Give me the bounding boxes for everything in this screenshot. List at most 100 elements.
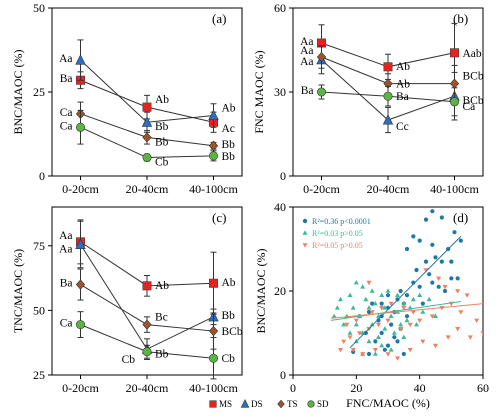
legend-label: TS — [287, 399, 298, 409]
scatter-point — [436, 276, 442, 281]
scatter-point — [423, 268, 429, 273]
scatter-point — [449, 259, 454, 264]
scatter-point — [347, 335, 353, 340]
scatter-point — [445, 335, 451, 340]
significance-label: Bb — [155, 136, 169, 148]
legend-label: SD — [317, 399, 329, 409]
scatter-point — [370, 301, 375, 306]
data-point — [449, 97, 459, 107]
data-point — [383, 91, 393, 101]
panel-label: (a) — [212, 11, 226, 26]
panel-label: (d) — [453, 210, 468, 225]
data-point — [208, 109, 219, 121]
fit-line-TS — [330, 301, 461, 321]
legend-marker — [240, 399, 250, 408]
significance-label: Bb — [222, 151, 236, 163]
scatter-point — [366, 338, 372, 344]
scatter-point — [401, 334, 407, 339]
x-tick-label: 0-20cm — [62, 182, 99, 196]
scatter-point — [455, 276, 460, 281]
scatter-point — [376, 322, 381, 328]
significance-label: Aa — [300, 56, 313, 68]
scatter-point — [458, 310, 464, 315]
stat-text: R²=0.03 p>0.05 — [312, 229, 363, 238]
significance-label: Ca — [60, 107, 73, 119]
significance-label: Aab — [463, 48, 482, 60]
y-axis-label: BNC/MAOC (%) — [254, 248, 268, 333]
data-point — [209, 151, 219, 161]
data-point — [382, 114, 394, 125]
scatter-point — [404, 246, 410, 252]
scatter-point — [385, 352, 391, 357]
scatter-point — [388, 313, 394, 318]
significance-label: Ac — [222, 123, 235, 135]
significance-label: Aa — [59, 243, 72, 255]
significance-label: Ba — [396, 91, 409, 103]
scatter-point — [385, 288, 391, 293]
significance-label: Ba — [301, 85, 314, 97]
scatter-point — [414, 267, 419, 273]
scatter-point — [350, 348, 356, 353]
scatter-point — [458, 238, 463, 243]
significance-label: Aa — [300, 45, 313, 57]
scatter-point — [363, 296, 369, 302]
legend-item-MS: MS — [209, 399, 232, 409]
scatter-point — [395, 339, 400, 344]
legend-marker — [307, 400, 315, 408]
data-point — [76, 122, 86, 132]
scatter-point — [436, 284, 441, 289]
scatter-point — [338, 348, 343, 353]
data-point — [316, 87, 326, 97]
significance-label: Ab — [222, 277, 236, 289]
y-tick-label: 25 — [33, 368, 45, 382]
x-tick-label: 40-100cm — [189, 381, 238, 395]
y-tick-label: 60 — [274, 1, 286, 15]
data-point — [209, 278, 219, 288]
scatter-point — [379, 343, 385, 348]
legend-marker — [209, 400, 217, 408]
significance-label: Ab — [155, 94, 169, 106]
scatter-point — [430, 242, 435, 247]
scatter-point — [467, 335, 473, 340]
data-point — [76, 320, 86, 330]
scatter-series-MS — [338, 268, 483, 361]
scatter-point — [430, 209, 435, 214]
stat-marker — [302, 218, 308, 224]
scatter-point — [376, 318, 381, 323]
series-SD: Ca Cb Bb — [60, 109, 236, 169]
scatter-point — [392, 335, 397, 340]
series-SD: Ba Ba Ca — [301, 84, 475, 117]
scatter-point — [401, 306, 407, 311]
panel-c: (c) 25 50 75 0-20cm 20-40cm 40-100cm TNC/MAOC (… — [11, 206, 243, 395]
x-tick-label: 40 — [414, 381, 426, 395]
scatter-point — [347, 292, 353, 297]
scatter-point — [398, 288, 403, 294]
data-point — [142, 347, 152, 357]
scatter-point — [366, 280, 372, 286]
data-point — [142, 132, 152, 143]
scatter-point — [417, 284, 422, 289]
scatter-point — [338, 296, 343, 302]
y-tick-label: 30 — [274, 85, 286, 99]
scatter-point — [347, 330, 353, 335]
scatter-point — [398, 322, 404, 327]
y-tick-label: 0 — [280, 368, 286, 382]
scatter-point — [376, 313, 381, 318]
scatter-point — [420, 309, 426, 314]
scatter-point — [404, 314, 410, 319]
scatter-point — [376, 334, 381, 339]
scatter-point — [401, 301, 407, 306]
significance-label: Bc — [155, 312, 168, 324]
significance-label: Ba — [60, 73, 73, 85]
significance-label: Ab — [155, 280, 169, 292]
legend-label: DS — [251, 399, 263, 409]
panel-b: (b) 0 30 60 0-20cm 20-40cm 40-100cm FNC MAOC (%… — [252, 1, 484, 196]
stat-marker — [302, 230, 308, 235]
data-point — [316, 51, 327, 63]
scatter-point — [385, 293, 391, 298]
significance-label: Aa — [300, 36, 313, 48]
scatter-point — [442, 285, 448, 290]
scatter-point — [372, 348, 378, 353]
legend-label: MS — [219, 399, 232, 409]
